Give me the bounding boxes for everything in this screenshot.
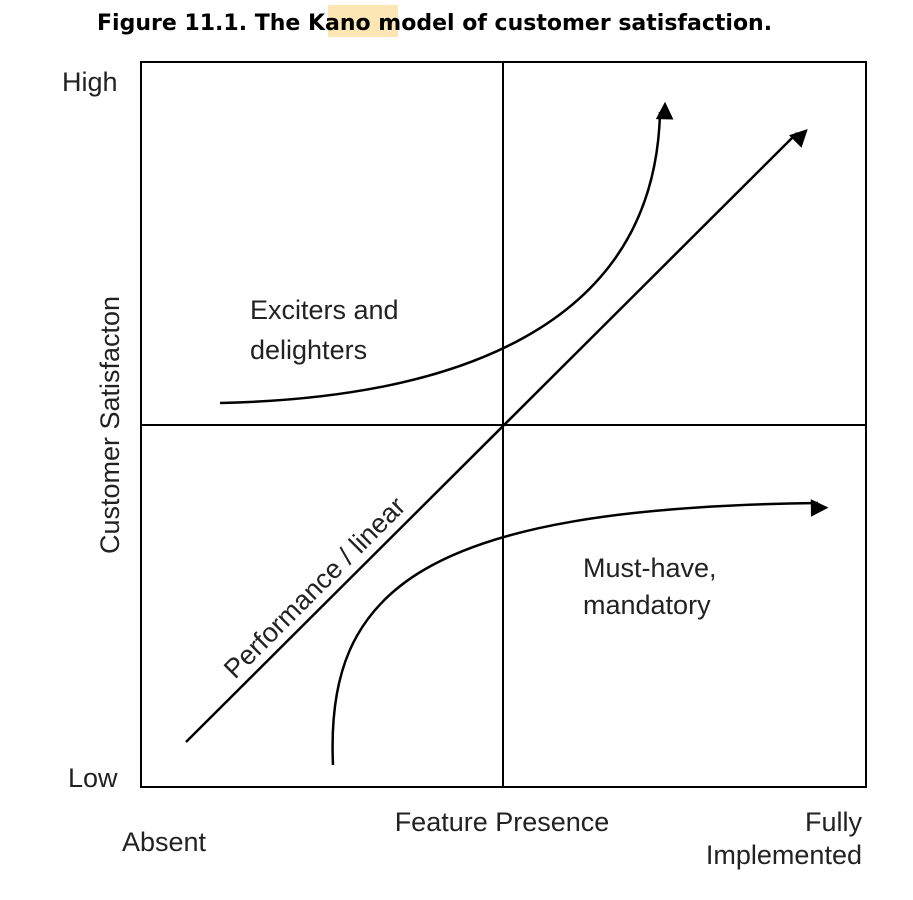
performance-line [185,129,808,743]
title-highlight: Kano [308,11,371,36]
curve-label: Must-have, [583,553,717,583]
figure-title: Figure 11.1. The Kano model of customer … [97,11,772,36]
highlight [328,5,398,37]
x-end-label: Implemented [706,840,862,870]
title-suffix: model of customer satisfaction. [371,11,772,36]
curve-label: Exciters and [250,295,399,325]
title-prefix: Figure 11.1. The [97,11,308,36]
y-high-label: High [62,67,118,97]
x-axis-label: Feature Presence [395,807,610,837]
x-end-label: Fully [805,807,863,837]
exciters-curve [219,101,674,405]
must-have-curve [331,499,829,766]
y-low-label: Low [68,763,118,793]
curve-label: delighters [250,335,367,365]
x-start-label: Absent [122,827,207,857]
curve-label: Performance / linear [218,491,411,684]
curve-label: mandatory [583,590,711,620]
y-axis-label: Customer Satisfacton [95,296,125,554]
